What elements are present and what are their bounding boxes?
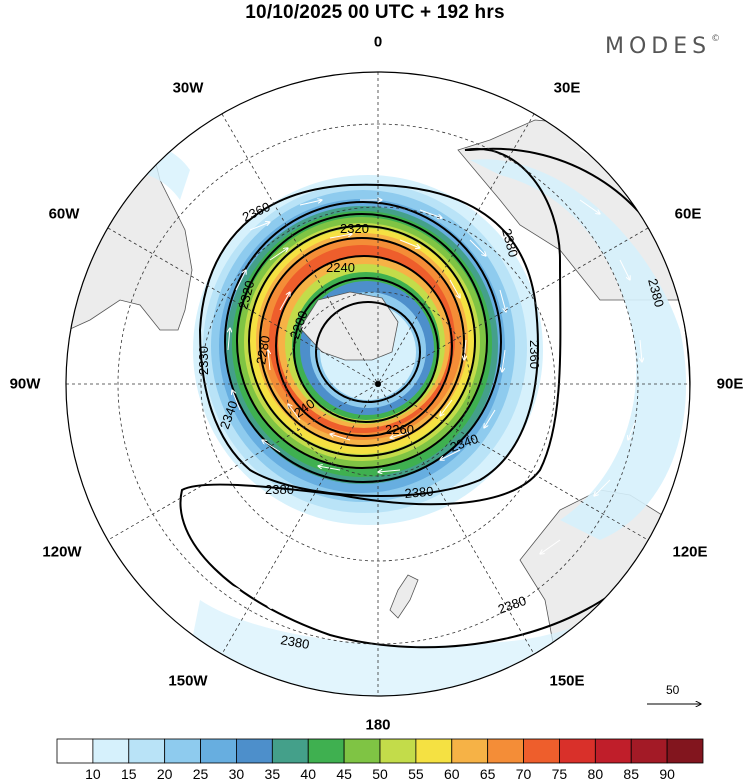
colorbar-swatch: [379, 738, 417, 764]
contour-label: 2320: [340, 221, 369, 236]
lon-label-30e: 30E: [553, 79, 581, 97]
contour-label: 2320: [235, 279, 257, 311]
colorbar-swatch: [630, 738, 668, 764]
contour-label: 2380: [404, 484, 434, 501]
colorbar-label: 30: [228, 766, 245, 782]
colorbar-label: 25: [192, 766, 209, 782]
reference-vector-arrow: [647, 682, 705, 712]
colorbar-swatch: [56, 738, 94, 764]
contour-label: 2280: [253, 334, 273, 365]
contour-label: 2380: [279, 632, 310, 652]
colorbar-swatch: [343, 738, 381, 764]
antarctica-peninsula: [299, 291, 399, 361]
colorbar-label: 55: [408, 766, 424, 782]
contour-2320: [236, 213, 488, 469]
contour-label: 2240: [326, 260, 355, 275]
contour-2300: [248, 225, 476, 457]
brand-text: MODES: [605, 34, 712, 59]
colorbar-label: 85: [623, 766, 640, 782]
contour-2240: [293, 277, 439, 423]
new-zealand: [389, 574, 419, 619]
colorbar-label: 70: [515, 766, 532, 782]
colorbar-label: 75: [551, 766, 568, 782]
copyright-mark: ©: [711, 34, 721, 44]
colorbar-swatch: [487, 738, 524, 764]
colorbar-label: 50: [372, 766, 388, 782]
lon-label-0: 0: [373, 33, 383, 51]
colorbar-label: 40: [300, 766, 317, 782]
colorbar-swatch: [164, 738, 201, 764]
colorbar-label: 10: [85, 766, 101, 782]
colorbar-swatch: [236, 738, 273, 764]
contour-label: 2330: [196, 346, 211, 375]
colorbar-swatch: [92, 738, 130, 764]
contour-2260: [275, 255, 453, 437]
chart-title: 10/10/2025 00 UTC + 192 hrs: [245, 2, 505, 23]
colorbar-swatch: [451, 738, 489, 764]
colorbar-swatch: [200, 738, 237, 764]
colorbar: [56, 738, 704, 764]
colorbar-label: 65: [479, 766, 496, 782]
colorbar-swatch: [271, 738, 309, 764]
colorbar-label: 35: [264, 766, 281, 782]
contour-label: 2380: [499, 227, 521, 259]
brand-logo: MODES©: [605, 34, 720, 59]
lon-label-30w: 30W: [172, 79, 204, 97]
colorbar-label: 80: [587, 766, 604, 782]
lon-label-120w: 120W: [42, 543, 82, 561]
lon-label-120e: 120E: [672, 543, 708, 561]
contour-2340: [224, 201, 502, 483]
lon-label-150e: 150E: [549, 672, 585, 690]
contour-2280: [259, 237, 465, 447]
lon-label-90e: 90E: [716, 375, 744, 393]
contour-label: 2260: [385, 422, 414, 437]
south-pole-marker: [375, 381, 381, 387]
lon-label-150w: 150W: [168, 672, 208, 690]
colorbar-swatch: [415, 738, 453, 764]
lon-label-90w: 90W: [9, 375, 41, 393]
contour-2360: [198, 183, 539, 498]
colorbar-swatch: [307, 738, 345, 764]
reference-vector-label: 50: [666, 683, 680, 697]
colorbar-swatch: [666, 738, 704, 764]
colorbar-label: 90: [659, 766, 675, 782]
contour-label: 2380: [265, 482, 294, 497]
map-boundary: [65, 71, 691, 697]
colorbar-label: 20: [156, 766, 173, 782]
lon-label-180: 180: [365, 716, 391, 734]
colorbar-label: 45: [336, 766, 352, 782]
contour-label: 2380: [645, 277, 667, 309]
colorbar-swatch: [559, 738, 596, 764]
colorbar-label: 60: [443, 766, 460, 782]
lon-label-60e: 60E: [674, 205, 702, 223]
contour-label: 2360: [527, 340, 542, 369]
colorbar-swatch: [523, 738, 560, 764]
lon-label-60w: 60W: [48, 205, 80, 223]
colorbar-swatch: [128, 738, 166, 764]
colorbar-swatch: [594, 738, 632, 764]
weak-band-east: [470, 159, 687, 540]
contour-label-group: 2360 2320 2240 2200 2320 2280 2330 2340 …: [196, 199, 667, 652]
colorbar-label: 15: [120, 766, 137, 782]
